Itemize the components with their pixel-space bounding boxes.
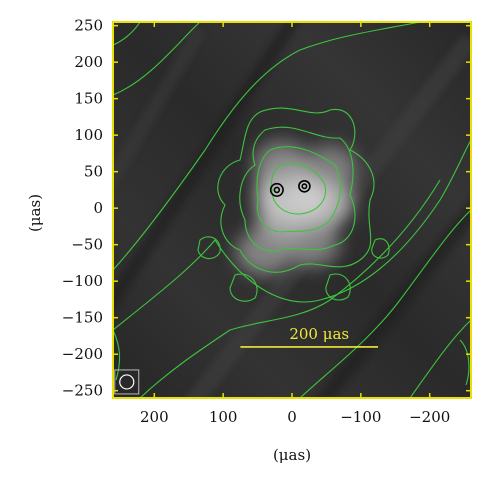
y-tick-label: −100 (62, 272, 103, 290)
contour-outer-5 (409, 319, 471, 398)
x-tick-label: 100 (209, 408, 238, 426)
y-tick-label: 150 (74, 90, 103, 108)
contour-source-4 (270, 163, 327, 215)
contour-corner-left (113, 329, 121, 381)
x-tick-label: 0 (287, 408, 297, 426)
peak-contours (269, 179, 311, 197)
y-tick-label: 0 (93, 199, 103, 217)
contour-outer-2 (113, 139, 471, 331)
scale-bar: 200 μas (240, 325, 379, 348)
contour-outer-4 (299, 209, 471, 398)
y-tick-label: −150 (62, 309, 103, 327)
peak-contour-core-0 (273, 186, 281, 194)
beam-indicator (114, 369, 140, 395)
green-contours (113, 22, 471, 398)
peak-contour-1 (298, 179, 311, 193)
contour-island-2 (371, 238, 390, 259)
y-axis: 250 200 150 100 50 0 −50 −100 −150 −200 −250 (62, 17, 471, 400)
y-tick-label: −50 (71, 236, 103, 254)
x-axis-title: (μas) (273, 446, 311, 464)
x-tick-label: 200 (140, 408, 169, 426)
emission-peak-6 (285, 221, 341, 268)
contour-source-3 (256, 146, 341, 233)
y-tick-label: −250 (62, 382, 103, 400)
contour-outer-3 (139, 179, 441, 398)
emission-peak-4 (302, 145, 358, 191)
x-axis: 200 100 0 −100 −200 (140, 22, 450, 426)
x-tick-label: −200 (409, 408, 450, 426)
contour-island-3 (229, 273, 258, 302)
contour-source-2 (239, 126, 356, 252)
y-tick-label: 50 (84, 163, 103, 181)
peak-contour-0 (269, 182, 284, 197)
y-tick-label: 100 (74, 126, 103, 144)
image-panel (113, 22, 471, 398)
y-tick-label: 200 (74, 53, 103, 71)
y-tick-label: −200 (62, 345, 103, 363)
contour-outer-1 (113, 22, 421, 271)
y-axis-title: (μas) (26, 194, 44, 232)
contour-source-1 (217, 107, 375, 273)
x-tick-label: −100 (340, 408, 381, 426)
emission-peak-5 (236, 228, 293, 276)
contour-island-1 (197, 236, 221, 260)
peak-contour-core-1 (301, 183, 308, 190)
scale-bar-label: 200 μas (289, 325, 349, 343)
beam-box (114, 369, 140, 395)
contour-corner-right (459, 339, 470, 386)
beam-ellipse (119, 374, 135, 390)
y-tick-label: 250 (74, 17, 103, 35)
contour-island-4 (325, 273, 351, 301)
contour-outer-6 (113, 22, 141, 46)
